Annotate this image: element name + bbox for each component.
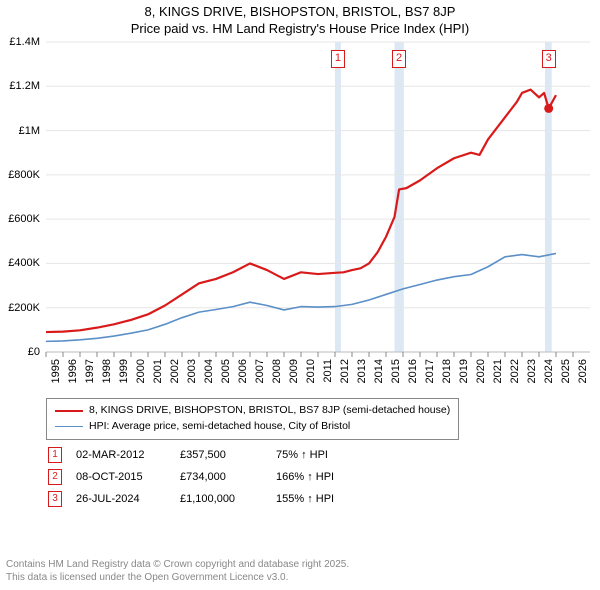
sale-date: 08-OCT-2015 (76, 471, 166, 483)
x-tick-label: 2025 (560, 359, 572, 383)
sale-pct: 166% ↑ HPI (276, 471, 366, 483)
sale-date: 02-MAR-2012 (76, 449, 166, 461)
x-tick-label: 2026 (577, 359, 589, 383)
sale-pct: 155% ↑ HPI (276, 493, 366, 505)
x-tick-label: 2013 (356, 359, 368, 383)
x-tick-label: 2001 (152, 359, 164, 383)
chart-container: 8, KINGS DRIVE, BISHOPSTON, BRISTOL, BS7… (0, 0, 600, 590)
x-axis: 1995 1996 1997 1998 1999 2000 2001 2002 2003 2004… (0, 359, 600, 399)
x-tick-label: 1995 (50, 359, 62, 383)
legend-label: 8, KINGS DRIVE, BISHOPSTON, BRISTOL, BS7… (89, 403, 450, 419)
sale-row: 1 02-MAR-2012 £357,500 75% ↑ HPI (48, 444, 366, 466)
x-tick-label: 2023 (526, 359, 538, 383)
x-tick-label: 2016 (407, 359, 419, 383)
x-tick-label: 2004 (203, 359, 215, 383)
x-tick-label: 2020 (475, 359, 487, 383)
plot-area (0, 0, 600, 358)
sale-price: £357,500 (180, 449, 262, 461)
x-tick-label: 2021 (492, 359, 504, 383)
legend-label: HPI: Average price, semi-detached house,… (89, 419, 350, 435)
legend-swatch (55, 410, 83, 412)
sale-row-marker: 3 (48, 491, 62, 507)
x-tick-label: 2012 (339, 359, 351, 383)
x-tick-label: 2005 (220, 359, 232, 383)
x-tick-label: 2006 (237, 359, 249, 383)
legend-item: HPI: Average price, semi-detached house,… (55, 419, 450, 435)
x-tick-label: 1996 (67, 359, 79, 383)
sale-row-marker: 1 (48, 447, 62, 463)
legend: 8, KINGS DRIVE, BISHOPSTON, BRISTOL, BS7… (46, 398, 459, 440)
x-tick-label: 2010 (305, 359, 317, 383)
sale-date: 26-JUL-2024 (76, 493, 166, 505)
sale-row: 2 08-OCT-2015 £734,000 166% ↑ HPI (48, 466, 366, 488)
x-tick-label: 2003 (186, 359, 198, 383)
x-tick-label: 2009 (288, 359, 300, 383)
x-tick-label: 1999 (118, 359, 130, 383)
x-tick-label: 2000 (135, 359, 147, 383)
legend-item: 8, KINGS DRIVE, BISHOPSTON, BRISTOL, BS7… (55, 403, 450, 419)
sale-pct: 75% ↑ HPI (276, 449, 366, 461)
x-tick-label: 2008 (271, 359, 283, 383)
x-tick-label: 2002 (169, 359, 181, 383)
footer-line-2: This data is licensed under the Open Gov… (6, 571, 349, 584)
x-tick-label: 2017 (424, 359, 436, 383)
x-tick-label: 2011 (322, 359, 334, 383)
x-tick-label: 2007 (254, 359, 266, 383)
x-tick-label: 2014 (373, 359, 385, 383)
sale-row: 3 26-JUL-2024 £1,100,000 155% ↑ HPI (48, 488, 366, 510)
sale-row-marker: 2 (48, 469, 62, 485)
x-tick-label: 2024 (543, 359, 555, 383)
sale-price: £734,000 (180, 471, 262, 483)
x-tick-label: 1998 (101, 359, 113, 383)
x-tick-label: 2018 (441, 359, 453, 383)
x-tick-label: 1997 (84, 359, 96, 383)
footer-note: Contains HM Land Registry data © Crown c… (6, 558, 349, 584)
legend-swatch (55, 426, 83, 427)
x-tick-label: 2022 (509, 359, 521, 383)
sales-table: 1 02-MAR-2012 £357,500 75% ↑ HPI 2 08-OCT-201… (48, 444, 366, 510)
x-tick-label: 2015 (390, 359, 402, 383)
footer-line-1: Contains HM Land Registry data © Crown c… (6, 558, 349, 571)
sale-marker-2: 2 (392, 50, 406, 68)
sale-price: £1,100,000 (180, 493, 262, 505)
x-tick-label: 2019 (458, 359, 470, 383)
sale-marker-1: 1 (331, 50, 345, 68)
sale-marker-3: 3 (542, 50, 556, 68)
